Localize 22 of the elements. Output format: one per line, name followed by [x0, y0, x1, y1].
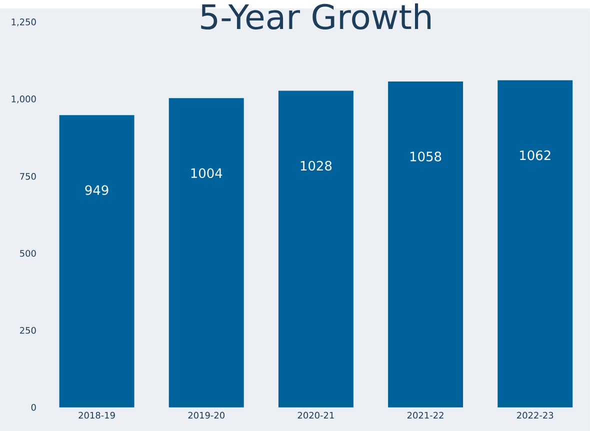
bar	[168, 98, 244, 408]
x-tick-label: 2020-21	[298, 412, 334, 418]
bar	[278, 90, 354, 408]
y-tick-label: 1,250	[12, 18, 36, 26]
x-tick-label: 2018-19	[78, 412, 115, 418]
data-label: 949	[85, 185, 108, 195]
data-label: 1028	[300, 160, 332, 170]
bar	[388, 81, 464, 408]
y-tick-label: 1,000	[12, 95, 36, 104]
x-tick-label: 2021-22	[407, 412, 444, 418]
data-label: 1004	[191, 168, 222, 178]
bar	[498, 80, 573, 408]
x-tick-label: 2019-20	[188, 412, 224, 418]
bar	[59, 114, 134, 408]
data-label: 1058	[410, 151, 442, 162]
data-label: 1062	[520, 150, 550, 160]
x-tick-label: 2022-23	[517, 412, 554, 418]
y-tick-label: 750	[20, 172, 36, 180]
chart-title: 5-Year Growth	[201, 3, 431, 30]
y-tick-label: 500	[20, 250, 36, 257]
y-tick-label: 0	[31, 404, 36, 411]
y-tick-label: 250	[20, 326, 36, 334]
